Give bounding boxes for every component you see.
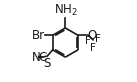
Text: Br: Br: [32, 29, 45, 42]
Text: S: S: [44, 57, 51, 70]
Text: NH$_2$: NH$_2$: [54, 3, 78, 18]
Text: F: F: [95, 34, 101, 44]
Text: N: N: [32, 51, 41, 64]
Text: F: F: [90, 43, 96, 53]
Text: F: F: [85, 36, 91, 46]
Text: O: O: [87, 29, 96, 42]
Text: C: C: [38, 51, 46, 64]
